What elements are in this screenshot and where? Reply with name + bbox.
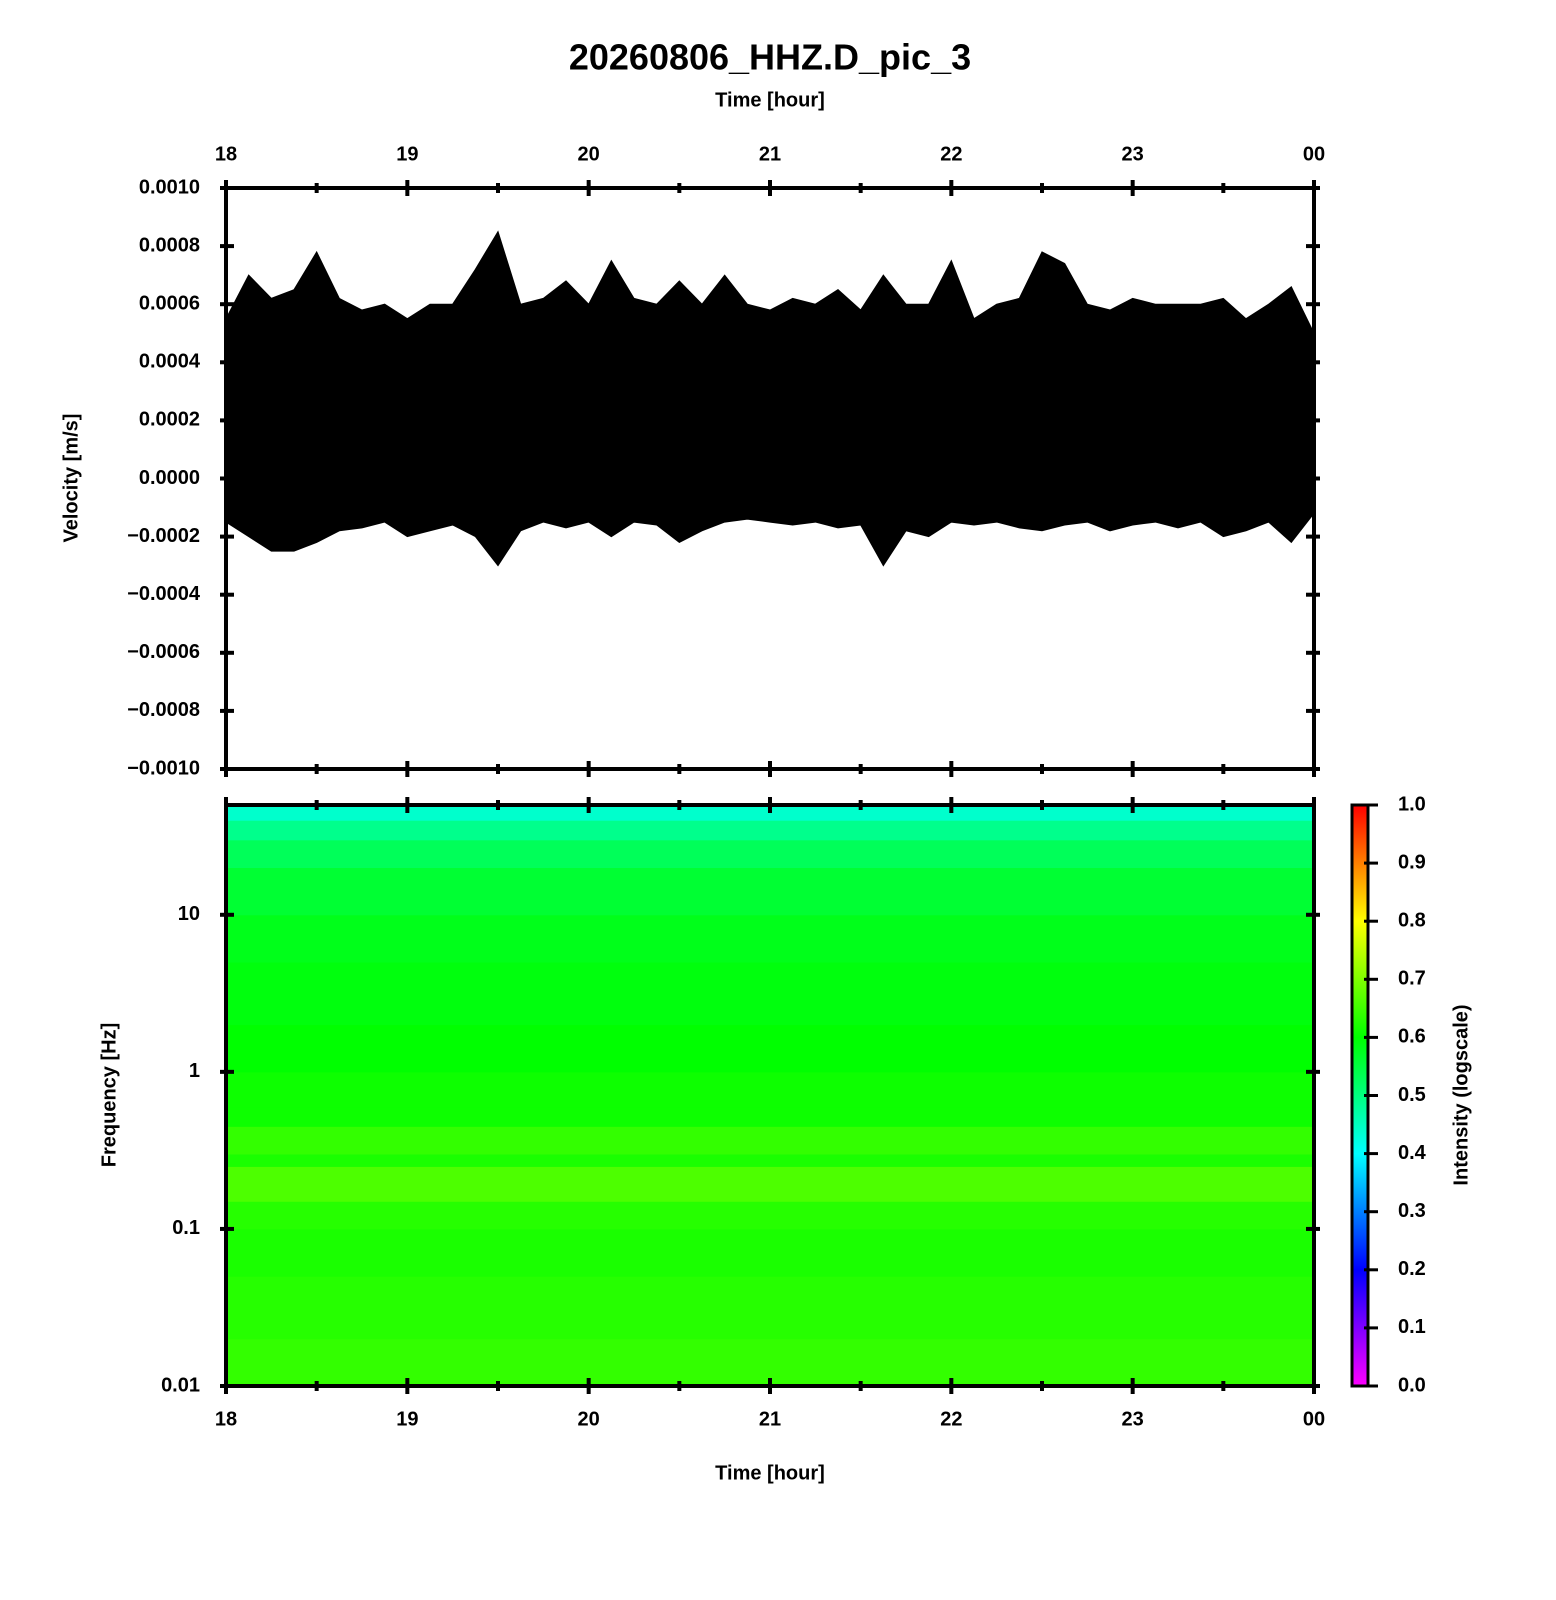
waveform (225, 230, 1315, 567)
heatmap-cell (226, 1106, 1314, 1127)
x-axis-label: Time [hour] (715, 89, 825, 111)
colorbar-tick-label: 0.3 (1398, 1200, 1426, 1222)
y-tick-label: 1 (189, 1060, 200, 1082)
y-tick-label: 0.0008 (139, 234, 200, 256)
heatmap-cell (226, 1228, 1314, 1277)
x-tick-label: 18 (215, 143, 237, 165)
y-tick-label: −0.0008 (127, 699, 200, 721)
heatmap-cell (226, 1126, 1314, 1155)
x-tick-label: 18 (215, 1408, 237, 1430)
y-tick-label: 0.0006 (139, 292, 200, 314)
colorbar-tick-label: 0.6 (1398, 1026, 1426, 1048)
y-tick-label: 10 (178, 903, 200, 925)
heatmap-cell (226, 1201, 1314, 1230)
chart-title: 20260806_HHZ.D_pic_3 (569, 37, 971, 78)
heatmap-cell (226, 962, 1314, 1026)
heatmap-cell (226, 1071, 1314, 1108)
colorbar-label: Intensity (logscale) (1450, 1004, 1472, 1185)
x-tick-label: 20 (578, 143, 600, 165)
y-tick-label: −0.0010 (127, 757, 200, 779)
x-tick-label: 00 (1303, 143, 1325, 165)
y-tick-label: −0.0004 (127, 583, 201, 605)
heatmap-cell (226, 839, 1314, 869)
y-tick-label: 0.0004 (139, 351, 201, 373)
plot-frame (224, 186, 1316, 771)
x-tick-label: 22 (940, 1408, 962, 1430)
colorbar-tick-label: 0.2 (1398, 1258, 1426, 1280)
x-tick-label: 23 (1122, 1408, 1144, 1430)
x-axis-label: Time [hour] (715, 1462, 825, 1484)
heatmap-cell (226, 914, 1314, 963)
colorbar-tick-label: 0.4 (1398, 1142, 1427, 1164)
x-tick-label: 22 (940, 143, 962, 165)
x-tick-label: 21 (759, 1408, 781, 1430)
plot-frame (224, 803, 1316, 1388)
heatmap-cell (226, 820, 1314, 841)
y-tick-label: 0.01 (161, 1374, 200, 1396)
x-tick-label: 21 (759, 143, 781, 165)
heatmap-cell (226, 1153, 1314, 1167)
y-tick-label: 0.0010 (139, 176, 200, 198)
x-tick-label: 23 (1122, 143, 1144, 165)
colorbar-tick-label: 0.1 (1398, 1316, 1426, 1338)
y-axis-label: Frequency [Hz] (98, 1023, 120, 1167)
x-tick-label: 00 (1303, 1408, 1325, 1430)
colorbar-tick-label: 0.0 (1398, 1374, 1426, 1396)
y-tick-label: 0.0002 (139, 409, 200, 431)
x-tick-label: 20 (578, 1408, 600, 1430)
colorbar-tick-label: 1.0 (1398, 793, 1426, 815)
y-tick-label: 0.0000 (139, 467, 200, 489)
x-tick-label: 19 (396, 1408, 418, 1430)
colorbar-tick-label: 0.9 (1398, 851, 1426, 873)
colorbar-tick-label: 0.5 (1398, 1084, 1426, 1106)
heatmap-cell (226, 1276, 1314, 1340)
x-tick-label: 19 (396, 143, 418, 165)
colorbar-tick-label: 0.7 (1398, 968, 1426, 990)
y-tick-label: −0.0006 (127, 641, 200, 663)
heatmap-cell (226, 1024, 1314, 1073)
y-axis-label: Velocity [m/s] (60, 414, 82, 543)
y-tick-label: −0.0002 (127, 525, 200, 547)
heatmap-cell (226, 1166, 1314, 1202)
heatmap-cell (226, 867, 1314, 916)
y-tick-label: 0.1 (172, 1217, 200, 1239)
colorbar-tick-label: 0.8 (1398, 909, 1426, 931)
